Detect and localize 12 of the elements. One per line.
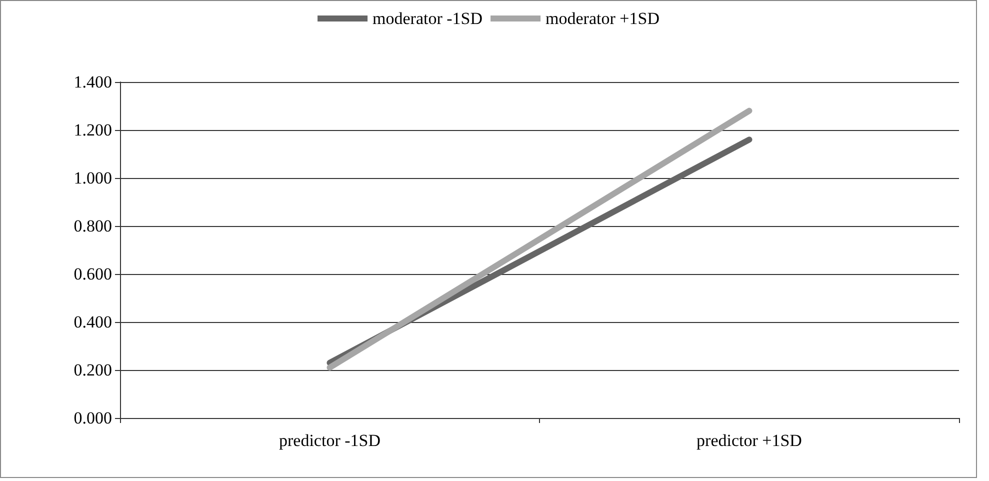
y-tick-label: 0.600 xyxy=(74,264,112,284)
x-tick-label: predictor -1SD xyxy=(278,431,381,450)
x-tick-label: predictor +1SD xyxy=(696,431,802,450)
legend-label: moderator +1SD xyxy=(546,9,660,28)
y-tick-label: 0.200 xyxy=(74,360,112,380)
y-tick-label: 0.000 xyxy=(74,408,112,428)
y-tick-label: 0.400 xyxy=(74,312,112,332)
y-tick-label: 0.800 xyxy=(74,216,112,236)
y-tick-label: 1.000 xyxy=(74,168,112,188)
legend-label: moderator -1SD xyxy=(372,9,483,28)
y-tick-label: 1.200 xyxy=(74,120,112,140)
y-tick-label: 1.400 xyxy=(74,72,112,92)
